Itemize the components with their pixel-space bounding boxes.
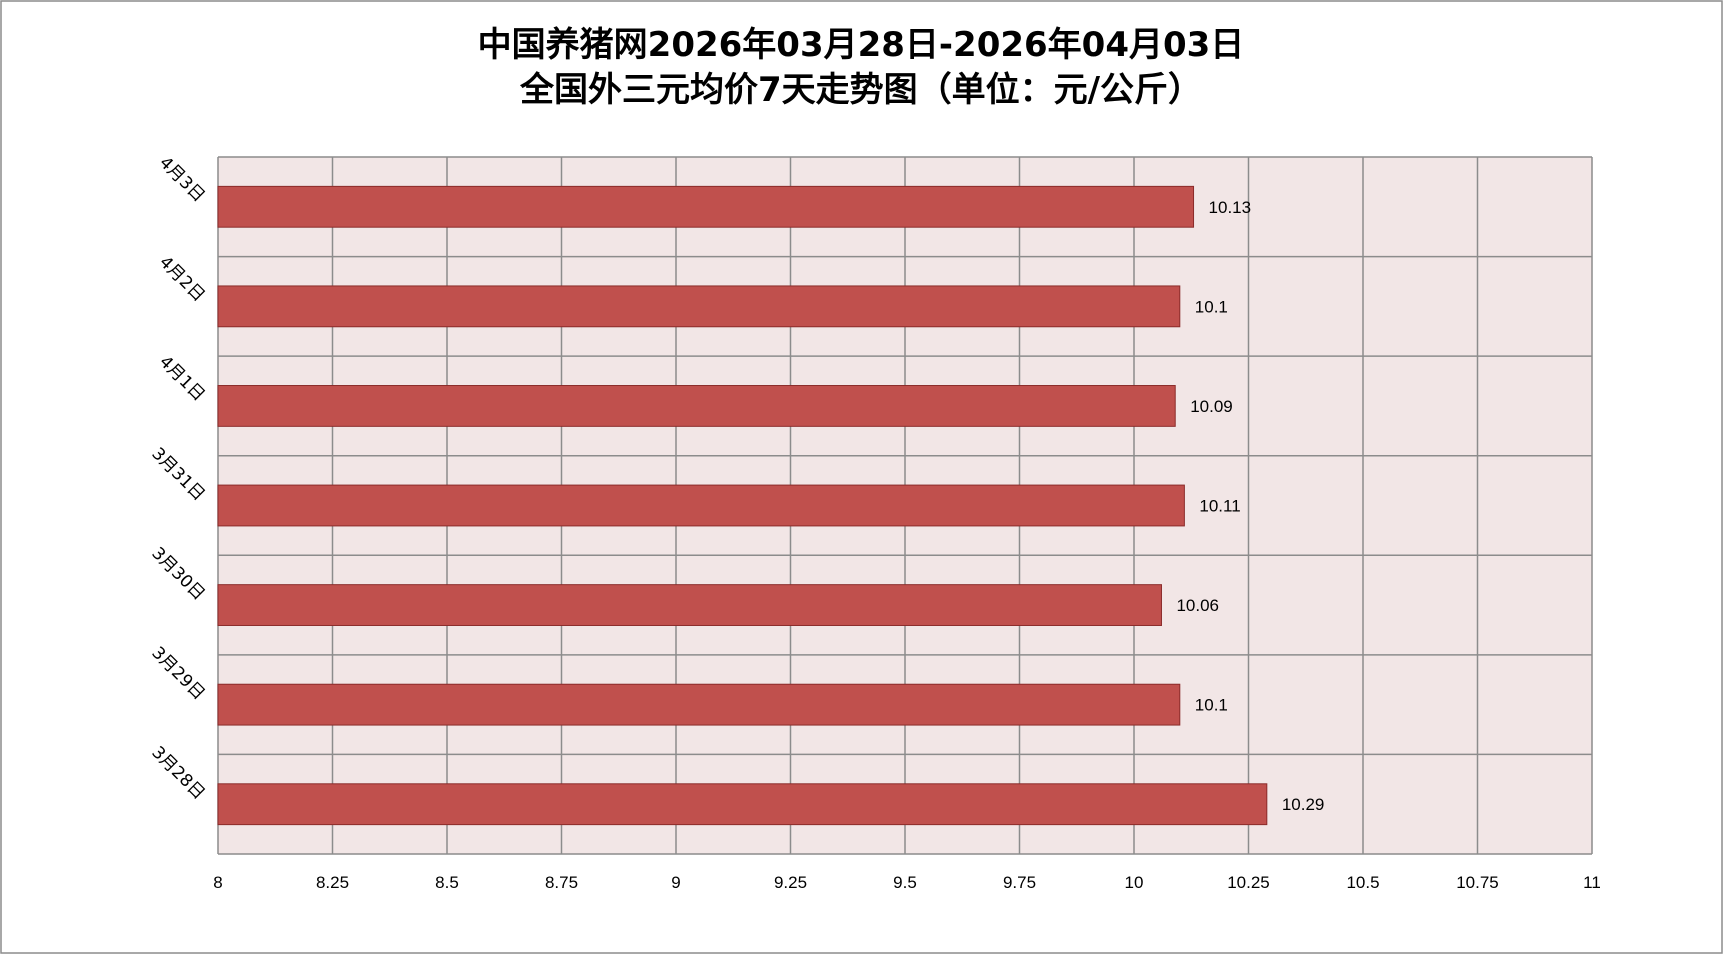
x-tick-label: 11 <box>1583 873 1601 892</box>
data-label: 10.29 <box>1282 795 1325 814</box>
bar <box>217 484 1185 527</box>
x-tick-label: 10 <box>1125 873 1144 892</box>
data-label: 10.13 <box>1209 198 1252 217</box>
bar <box>217 385 1176 427</box>
x-tick-label: 10.75 <box>1456 873 1499 892</box>
chart-subtitle: 全国外三元均价7天走势图（单位：元/公斤） <box>519 70 1202 110</box>
value-axis: 8 8.25 8.5 8.75 9 9.25 9.5 9.75 10 10.25 10.5 10.75… <box>213 873 1601 892</box>
chart-title: 中国养猪网2026年03月28日-2026年04月03日 <box>478 25 1245 65</box>
x-tick-label: 9.5 <box>893 873 917 892</box>
bar <box>217 285 1181 328</box>
bar-series <box>217 185 1268 826</box>
x-tick-label: 10.25 <box>1227 873 1270 892</box>
x-tick-label: 9 <box>671 873 680 892</box>
bar <box>217 584 1162 626</box>
x-tick-label: 9.75 <box>1003 873 1036 892</box>
x-tick-label: 8.5 <box>435 873 459 892</box>
bar <box>217 683 1181 726</box>
data-label: 10.1 <box>1195 297 1228 316</box>
bar <box>217 185 1195 228</box>
data-label: 10.06 <box>1176 596 1219 615</box>
data-label: 10.09 <box>1190 397 1233 416</box>
bar <box>217 783 1268 826</box>
x-tick-label: 10.5 <box>1346 873 1379 892</box>
data-labels: 10.13 10.1 10.09 10.11 10.06 10.1 10.29 <box>1176 198 1324 814</box>
data-label: 10.1 <box>1195 696 1228 715</box>
x-tick-label: 8 <box>213 873 222 892</box>
x-tick-label: 8.75 <box>545 873 578 892</box>
data-label: 10.11 <box>1199 497 1240 516</box>
x-tick-label: 9.25 <box>774 873 807 892</box>
x-tick-label: 8.25 <box>316 873 349 892</box>
